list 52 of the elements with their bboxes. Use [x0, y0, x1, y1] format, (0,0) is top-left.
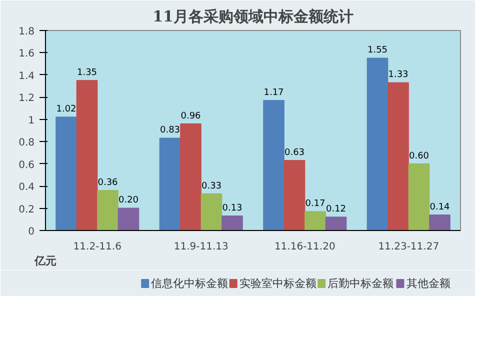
legend-label: 信息化中标金额 [151, 277, 228, 290]
bar [180, 123, 202, 230]
bar [97, 190, 118, 230]
bar [325, 216, 347, 230]
y-tick-label: 0.4 [18, 182, 35, 194]
bar [200, 193, 222, 230]
y-tick-label: 0 [28, 226, 35, 238]
bar [159, 138, 181, 230]
bar [429, 214, 450, 230]
chart-title: 11月各采购领域中标金额统计 [152, 8, 354, 26]
x-tick-label: 11.2-11.6 [73, 242, 122, 252]
y-tick-label: 0.8 [18, 138, 35, 149]
y-tick-label: 1 [28, 115, 35, 126]
text: 0.83 [160, 126, 180, 136]
bar [388, 82, 409, 230]
y-axis-title: 亿元 [34, 254, 56, 268]
text: 0.60 [408, 151, 430, 162]
text: 0.20 [118, 196, 139, 206]
bar [304, 211, 326, 230]
legend-label: 后勤中标金额 [328, 277, 394, 290]
bar [263, 100, 284, 230]
bar [56, 116, 77, 230]
text: 1.17 [264, 88, 284, 98]
y-tick-label: 1.8 [18, 26, 35, 38]
text: 0.17 [305, 199, 326, 210]
y-tick-label: 0.2 [18, 204, 35, 216]
x-tick-label: 11.9-11.13 [174, 242, 228, 252]
text: 1.55 [367, 46, 388, 56]
y-tick-label: 1.6 [18, 48, 35, 60]
text: 0.33 [201, 181, 222, 192]
text: 0.63 [284, 148, 305, 158]
text: 0.13 [222, 204, 242, 214]
bar [366, 58, 388, 230]
bar [118, 208, 140, 230]
text: 0.96 [180, 111, 201, 122]
y-tick-label: 1.4 [18, 70, 35, 82]
x-tick-label: 11.23-11.27 [378, 242, 440, 252]
y-tick-label: 0.6 [18, 160, 35, 171]
text: 1.02 [56, 104, 76, 115]
bar [284, 160, 306, 230]
text: 1.33 [388, 70, 408, 80]
bar [408, 163, 430, 230]
text: 0.12 [326, 204, 346, 215]
text: 1.35 [76, 68, 98, 78]
bar [76, 80, 98, 230]
legend-label: 其他金额 [406, 277, 450, 290]
y-tick-label: 1.2 [18, 93, 35, 104]
text: 0.36 [98, 178, 118, 188]
legend-label: 实验室中标金额 [239, 277, 316, 290]
text: 0.14 [430, 202, 450, 212]
bar [222, 216, 243, 230]
x-tick-label: 11.16-11.20 [274, 242, 336, 252]
